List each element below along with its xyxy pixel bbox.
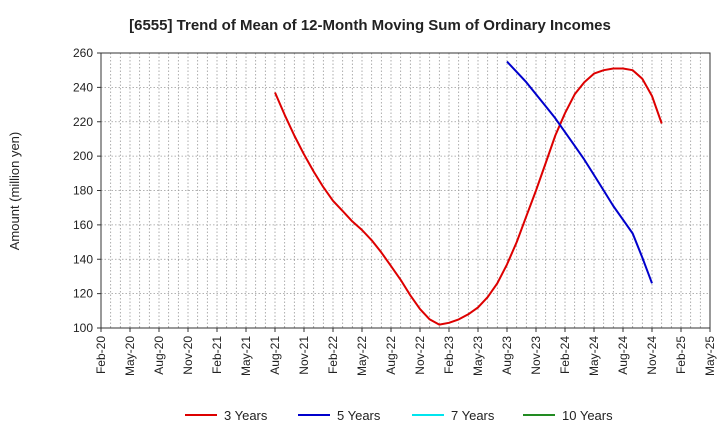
legend-label-5-years: 5 Years [337, 408, 381, 423]
x-tick-label: Feb-25 [674, 336, 688, 374]
y-tick-label: 140 [73, 252, 93, 266]
legend-label-3-years: 3 Years [224, 408, 268, 423]
y-tick-label: 120 [73, 287, 93, 301]
series-line-5-years [506, 60, 653, 284]
x-tick-label: Aug-21 [268, 336, 282, 375]
y-axis-ticks: 100 120 140 160 180 200 220 240 260 [73, 46, 101, 335]
y-tick-label: 240 [73, 80, 93, 94]
x-tick-label: Feb-21 [210, 336, 224, 374]
y-tick-label: 260 [73, 46, 93, 60]
chart-title: [6555] Trend of Mean of 12-Month Moving … [129, 17, 611, 34]
x-tick-label: Feb-24 [558, 336, 572, 374]
y-axis-label: Amount (million yen) [7, 132, 22, 251]
x-tick-label: May-22 [355, 336, 369, 376]
x-tick-label: Nov-21 [297, 336, 311, 375]
y-tick-label: 200 [73, 149, 93, 163]
x-tick-label: Aug-24 [616, 336, 630, 375]
x-tick-label: Aug-22 [384, 336, 398, 375]
x-tick-label: Nov-20 [181, 336, 195, 375]
x-tick-label: Nov-22 [413, 336, 427, 375]
y-tick-label: 100 [73, 321, 93, 335]
x-tick-label: May-25 [703, 336, 717, 376]
x-tick-label: Nov-23 [529, 336, 543, 375]
y-tick-label: 180 [73, 184, 93, 198]
y-tick-label: 160 [73, 218, 93, 232]
x-tick-label: May-24 [587, 336, 601, 376]
x-tick-label: May-23 [471, 336, 485, 376]
y-tick-label: 220 [73, 115, 93, 129]
x-axis-ticks: Feb-20 May-20 Aug-20 Nov-20 Feb-21 May-21 Aug-… [94, 328, 717, 376]
series-lines [274, 60, 663, 326]
legend-label-7-years: 7 Years [451, 408, 495, 423]
x-tick-label: Feb-20 [94, 336, 108, 374]
series-line-3-years [274, 67, 663, 326]
legend-label-10-years: 10 Years [562, 408, 613, 423]
x-tick-label: May-21 [239, 336, 253, 376]
x-tick-label: May-20 [123, 336, 137, 376]
grid-lines [101, 53, 710, 328]
x-tick-label: Feb-23 [442, 336, 456, 374]
x-tick-label: Aug-20 [152, 336, 166, 375]
x-tick-label: Aug-23 [500, 336, 514, 375]
legend: 3 Years 5 Years 7 Years 10 Years [185, 408, 613, 423]
x-tick-label: Nov-24 [645, 336, 659, 375]
x-tick-label: Feb-22 [326, 336, 340, 374]
